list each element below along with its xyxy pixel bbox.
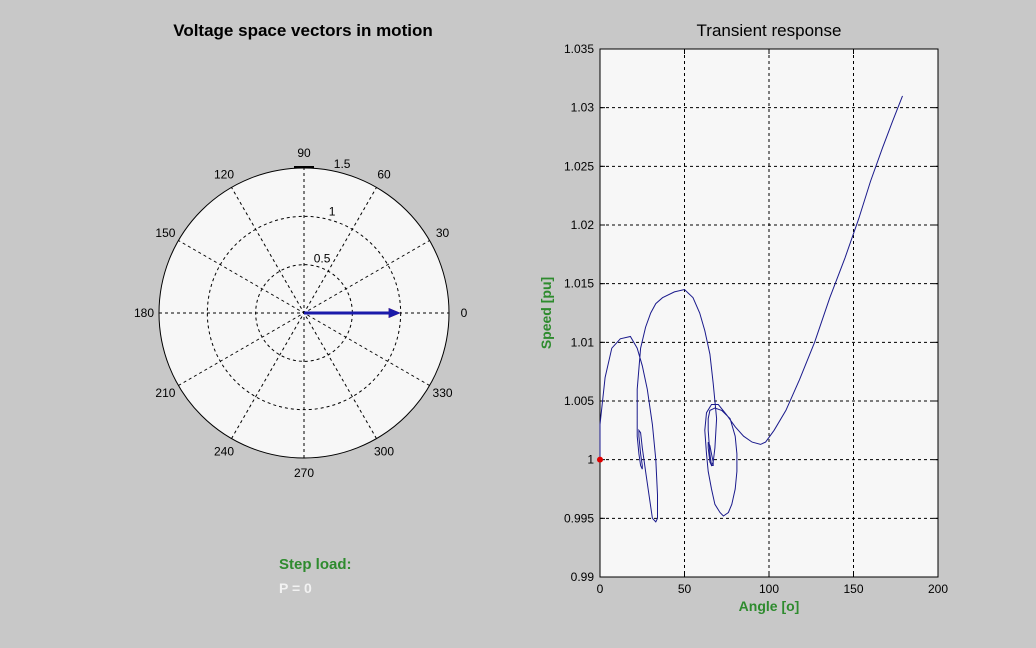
x-tick-label: 150 <box>843 582 863 596</box>
x-tick-label: 100 <box>759 582 779 596</box>
polar-radius-label: 0.5 <box>314 252 331 266</box>
space-vector-arrowhead-blue <box>388 308 401 318</box>
polar-angle-label: 330 <box>433 386 453 400</box>
y-tick-label: 1.005 <box>564 394 594 408</box>
step-load-label: Step load: <box>279 556 352 573</box>
polar-angle-label: 300 <box>374 445 394 459</box>
y-axis-label: Speed [pu] <box>538 277 554 349</box>
speed-angle-curve <box>599 95 903 523</box>
polar-angle-label: 60 <box>377 167 391 181</box>
x-tick-label: 0 <box>597 582 604 596</box>
y-tick-label: 0.99 <box>571 570 595 584</box>
y-tick-label: 1.015 <box>564 277 594 291</box>
polar-angle-label: 180 <box>134 306 154 320</box>
polar-angle-label: 90 <box>297 146 311 160</box>
y-tick-label: 1.025 <box>564 159 594 173</box>
polar-angle-label: 270 <box>294 466 314 480</box>
x-tick-label: 200 <box>928 582 948 596</box>
polar-angle-label: 240 <box>214 445 234 459</box>
polar-chart-title: Voltage space vectors in motion <box>173 21 433 40</box>
polar-angle-label: 210 <box>155 386 175 400</box>
x-axis-label: Angle [o] <box>739 598 800 614</box>
polar-angle-label: 120 <box>214 167 234 181</box>
polar-angle-label: 0 <box>461 306 468 320</box>
y-tick-label: 0.995 <box>564 511 594 525</box>
y-tick-label: 1.035 <box>564 42 594 56</box>
transient-plot-frame <box>599 48 939 578</box>
polar-angle-label: 30 <box>436 226 450 240</box>
y-tick-label: 1.01 <box>571 335 595 349</box>
start-point-marker <box>597 456 603 463</box>
polar-radius-label: 1.5 <box>334 157 351 171</box>
polar-angle-label: 150 <box>155 226 175 240</box>
y-tick-label: 1 <box>587 453 594 467</box>
x-tick-label: 50 <box>678 582 692 596</box>
polar-radius-label: 1 <box>329 204 336 218</box>
step-load-value: P = 0 <box>279 580 312 596</box>
y-tick-label: 1.02 <box>571 218 595 232</box>
transient-chart-title: Transient response <box>696 21 842 40</box>
y-tick-label: 1.03 <box>571 101 595 115</box>
